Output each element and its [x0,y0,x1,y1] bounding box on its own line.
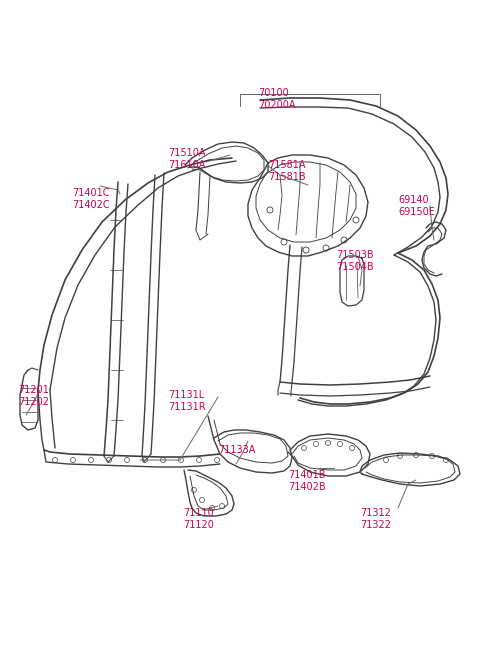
Text: 70100: 70100 [258,88,289,98]
Text: 71202: 71202 [18,397,49,407]
Text: 71503B: 71503B [336,250,373,260]
Text: 71401B: 71401B [288,470,325,480]
Text: 71133A: 71133A [218,445,255,455]
Text: 71312: 71312 [360,508,391,518]
Text: 71504B: 71504B [336,262,373,272]
Text: 71402B: 71402B [288,482,325,492]
Text: 70200A: 70200A [258,100,296,110]
Text: 71510A: 71510A [168,148,205,158]
Text: 71201: 71201 [18,385,49,395]
Text: 71131L: 71131L [168,390,204,400]
Text: 71401C: 71401C [72,188,109,198]
Text: 71120: 71120 [183,520,214,530]
Text: 71581A: 71581A [268,160,305,170]
Text: 71131R: 71131R [168,402,205,412]
Text: 69140: 69140 [398,195,429,205]
Text: 69150E: 69150E [398,207,435,217]
Text: 71610A: 71610A [168,160,205,170]
Text: 71402C: 71402C [72,200,109,210]
Text: 71581B: 71581B [268,172,306,182]
Text: 71110: 71110 [183,508,214,518]
Text: 71322: 71322 [360,520,391,530]
